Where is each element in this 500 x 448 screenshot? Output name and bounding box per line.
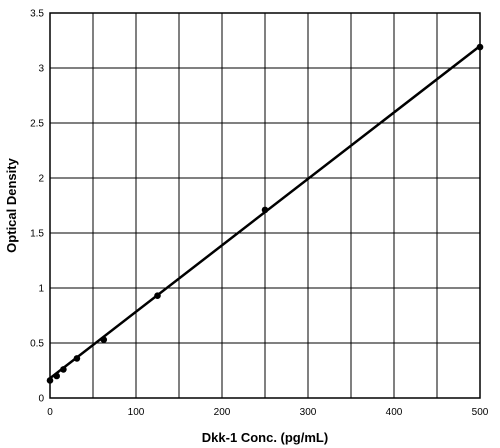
y-tick-label-1: 0.5 [30,339,44,350]
y-tick-label-5: 2.5 [30,119,44,130]
tick-labels: 0 100 200 300 400 500 0 0.5 1 1.5 2 2.5 3 3.5 [30,9,489,419]
y-tick-label-3: 1.5 [30,229,44,240]
x-tick-label-2: 200 [214,407,231,418]
y-tick-label-2: 1 [38,284,44,295]
data-point-2 [60,366,67,373]
data-points [46,43,484,384]
x-tick-label-1: 100 [128,407,145,418]
data-point-3 [73,355,81,362]
x-tick-label-3: 300 [300,407,317,418]
x-tick-label-4: 400 [386,407,403,418]
y-tick-label-4: 2 [38,174,44,185]
y-tick-label-7: 3.5 [30,9,44,20]
y-axis-title: Optical Density [4,157,19,252]
x-tick-label-5: 500 [472,407,489,418]
y-tick-label-6: 3 [38,64,44,75]
data-point-1 [53,372,61,380]
data-point-6 [261,206,269,214]
y-tick-label-0: 0 [38,394,44,405]
data-point-5 [154,292,161,300]
grid [50,13,480,398]
data-point-0 [46,377,54,384]
data-point-4 [100,336,108,344]
x-tick-label-0: 0 [47,407,53,418]
x-axis-title: Dkk-1 Conc. (pg/mL) [202,430,328,445]
data-point-7 [476,43,484,51]
plot-frame [49,12,481,399]
